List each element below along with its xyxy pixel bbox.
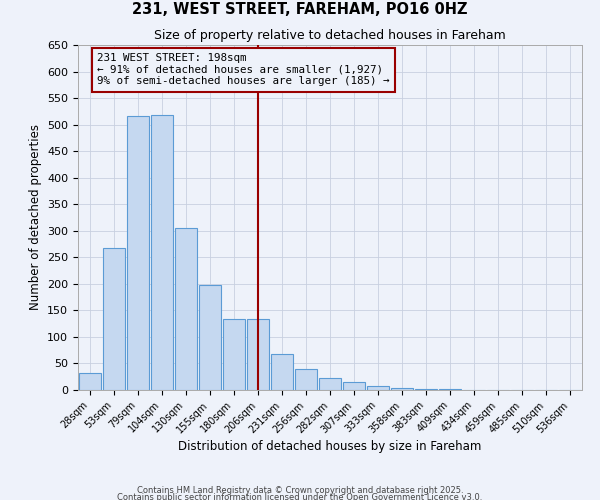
Title: Size of property relative to detached houses in Fareham: Size of property relative to detached ho… — [154, 30, 506, 43]
Y-axis label: Number of detached properties: Number of detached properties — [29, 124, 41, 310]
Bar — [343, 382, 365, 390]
Bar — [127, 116, 149, 390]
Text: 231 WEST STREET: 198sqm
← 91% of detached houses are smaller (1,927)
9% of semi-: 231 WEST STREET: 198sqm ← 91% of detache… — [97, 53, 390, 86]
Bar — [151, 114, 173, 390]
Bar — [415, 389, 437, 390]
Bar — [175, 228, 197, 390]
Bar — [271, 354, 293, 390]
Bar — [391, 388, 413, 390]
X-axis label: Distribution of detached houses by size in Fareham: Distribution of detached houses by size … — [178, 440, 482, 453]
Bar — [103, 248, 125, 390]
Text: Contains HM Land Registry data © Crown copyright and database right 2025.: Contains HM Land Registry data © Crown c… — [137, 486, 463, 495]
Text: 231, WEST STREET, FAREHAM, PO16 0HZ: 231, WEST STREET, FAREHAM, PO16 0HZ — [132, 2, 468, 18]
Bar — [79, 373, 101, 390]
Bar — [295, 369, 317, 390]
Bar — [199, 285, 221, 390]
Bar — [223, 320, 245, 390]
Bar — [367, 386, 389, 390]
Text: Contains public sector information licensed under the Open Government Licence v3: Contains public sector information licen… — [118, 494, 482, 500]
Bar — [319, 378, 341, 390]
Bar — [247, 320, 269, 390]
